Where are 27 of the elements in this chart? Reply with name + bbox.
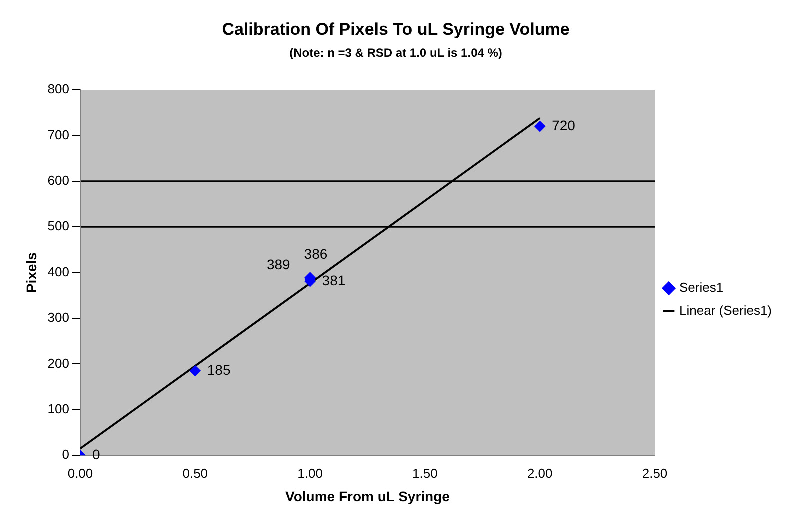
data-label: 386 [304, 246, 328, 262]
x-tick-label: 0.50 [182, 466, 208, 481]
chart-title: Calibration Of Pixels To uL Syringe Volume [221, 20, 571, 40]
y-tick-label: 700 [48, 127, 70, 142]
x-axis-title: Volume From uL Syringe [286, 488, 450, 504]
y-tick-label: 600 [48, 172, 70, 188]
y-tick-label: 300 [48, 310, 70, 326]
legend-label: Series1 [680, 280, 724, 296]
y-tick-label: 500 [48, 218, 70, 234]
y-tick-label: 0 [62, 447, 70, 462]
y-tick-label: 800 [48, 82, 70, 97]
y-tick-label: 100 [48, 401, 70, 416]
data-label: 720 [552, 117, 576, 134]
y-axis-title: Pixels [23, 252, 40, 294]
data-label: 0 [92, 446, 100, 462]
data-label: 389 [266, 256, 291, 273]
x-tick-label: 2.50 [642, 466, 668, 481]
x-tick-label: 2.00 [527, 466, 553, 481]
y-tick-label: 200 [48, 356, 70, 371]
x-tick-label: 1.50 [412, 466, 438, 481]
x-tick-label: 0.00 [68, 466, 94, 481]
y-tick-label: 400 [48, 264, 70, 280]
data-label: 185 [207, 362, 231, 378]
x-tick-label: 1.00 [298, 466, 323, 481]
data-label: 381 [322, 272, 346, 288]
chart-subtitle: (Note: n =3 & RSD at 1.0 uL is 1.04 %) [288, 46, 504, 60]
legend-label: Linear (Series1) [680, 303, 772, 318]
